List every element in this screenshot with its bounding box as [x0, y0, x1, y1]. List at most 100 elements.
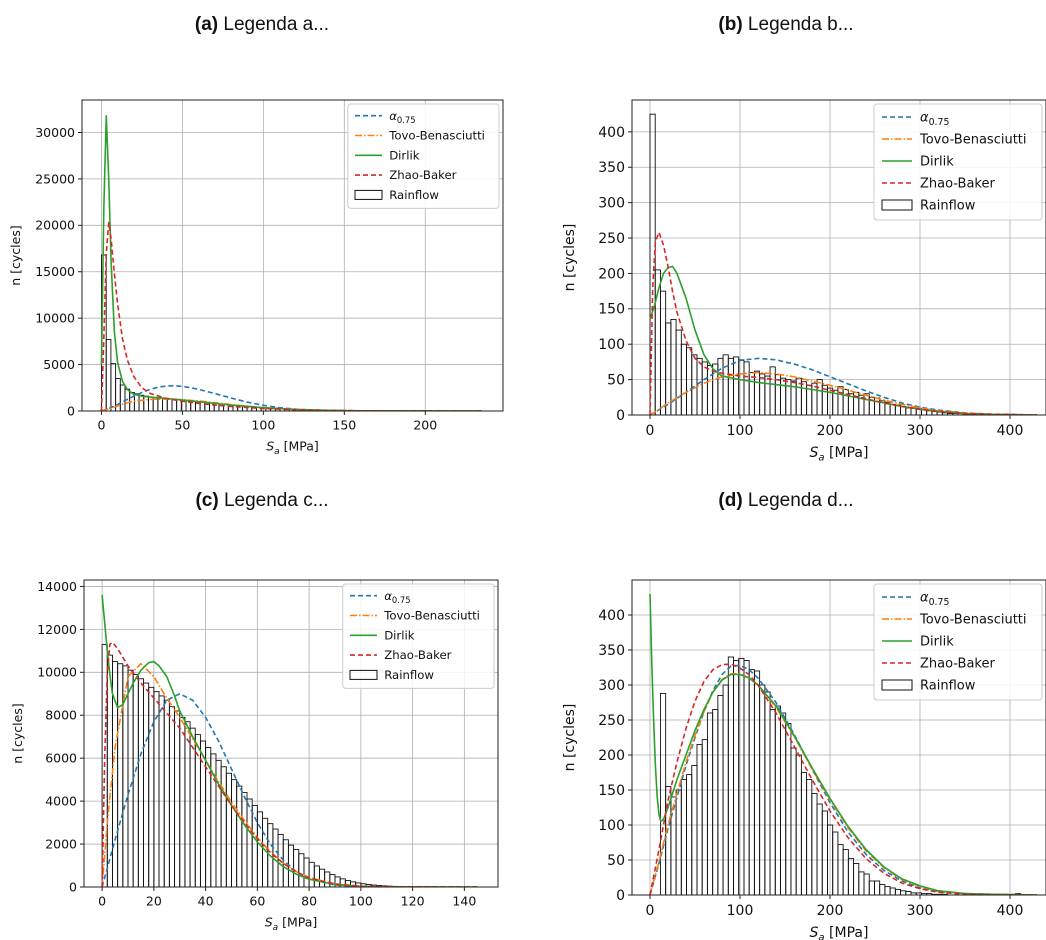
x-tick-label: 0	[646, 423, 655, 439]
legend-box	[342, 583, 495, 689]
series-line	[649, 357, 1038, 415]
histogram-bar	[837, 386, 844, 415]
histogram-bar	[153, 691, 160, 887]
y-tick-label: 10000	[35, 311, 75, 326]
histogram-bar	[722, 354, 729, 415]
histogram-bar	[225, 772, 232, 887]
legend-label: Tovo-Benasciutti	[383, 609, 480, 623]
histogram-bar	[816, 379, 823, 415]
histogram-bar	[717, 357, 724, 415]
histogram-bar	[738, 359, 745, 415]
histogram-bar	[884, 886, 891, 895]
histogram-bar	[774, 705, 781, 895]
histogram-bar	[764, 691, 771, 895]
x-tick-label: 50	[174, 418, 190, 433]
x-tick-label: 80	[301, 894, 317, 909]
y-tick-label: 150	[598, 302, 625, 318]
y-tick-label: 400	[598, 608, 625, 624]
x-tick-label: 40	[198, 894, 214, 909]
y-axis-label: n [cycles]	[8, 225, 23, 285]
chart-b: 0 100 200 300 400 0 50 100 150 200 250 300 350 400 Sa …	[562, 99, 1046, 464]
legend-label: Dirlik	[920, 635, 954, 650]
y-tick-label: 14000	[37, 579, 77, 594]
histogram-bar	[691, 354, 698, 415]
histogram-bar	[696, 744, 703, 895]
y-tick-label: 350	[598, 160, 625, 176]
histogram-bar	[293, 848, 300, 887]
y-tick-label: 0	[69, 879, 77, 894]
histogram-bar	[241, 792, 248, 887]
legend-box	[347, 103, 500, 209]
histogram-bar	[298, 853, 305, 887]
x-tick-label: 0	[98, 894, 106, 909]
histogram-bar	[889, 403, 896, 415]
caption-text: Legenda b...	[742, 14, 854, 35]
x-tick-label: 400	[997, 423, 1024, 439]
y-tick-label: 350	[598, 643, 625, 659]
y-tick-label: 300	[598, 678, 625, 694]
histogram-bar	[110, 363, 117, 411]
histogram-bar	[117, 663, 124, 887]
x-tick-label: 200	[817, 423, 844, 439]
caption-c: (c) Legenda c...	[2, 490, 522, 512]
legend: α0.75 Tovo-Benasciutti Dirlik Zhao-Baker Rai…	[342, 583, 495, 689]
histogram-bar	[811, 793, 818, 895]
axes-frame	[631, 579, 1046, 896]
histogram-bar	[727, 357, 734, 415]
histogram-bar	[184, 721, 191, 887]
histogram-bar	[174, 710, 181, 887]
caption-tag: (d)	[718, 490, 743, 511]
histogram-bar	[780, 377, 787, 415]
series-line	[649, 593, 1038, 895]
histogram-bar	[780, 712, 787, 895]
histogram-bar	[894, 888, 902, 895]
histogram-bar	[680, 779, 687, 895]
histogram-bar	[811, 382, 818, 415]
histogram-bar	[313, 865, 320, 887]
histogram-bar	[706, 712, 714, 895]
histogram-bar	[166, 398, 173, 411]
y-tick-label: 6000	[45, 751, 77, 766]
caption-text: Legenda d...	[742, 490, 854, 511]
histogram-bar	[659, 692, 667, 895]
histogram-bar	[863, 873, 870, 895]
x-tick-label: 100	[727, 903, 754, 919]
y-tick-label: 5000	[43, 357, 75, 372]
histogram-bar	[659, 290, 667, 415]
legend: α0.75 Tovo-Benasciutti Dirlik Zhao-Baker Rai…	[873, 103, 1043, 221]
histogram-bar	[785, 379, 792, 415]
histogram-bar	[863, 393, 870, 415]
histogram-bar	[764, 375, 771, 415]
histogram-bar	[308, 861, 315, 887]
y-tick-label: 300	[598, 196, 625, 212]
y-tick-label: 12000	[37, 622, 77, 637]
histogram-bar	[733, 356, 740, 415]
histogram-bar	[686, 774, 693, 895]
y-tick-label: 15000	[35, 264, 75, 279]
histogram-bar	[816, 803, 823, 895]
legend-box	[873, 103, 1043, 221]
legend-label: α0.75	[389, 109, 415, 125]
x-tick-label: 100	[251, 418, 275, 433]
histogram-bar	[858, 871, 865, 895]
x-tick-label: 120	[401, 894, 425, 909]
histogram-bar	[171, 398, 178, 411]
y-tick-label: 50	[607, 853, 625, 869]
histogram-bar	[717, 695, 724, 895]
histogram-bar	[769, 709, 776, 895]
y-axis-label: n [cycles]	[562, 224, 578, 292]
histogram-bar	[132, 674, 139, 887]
axes-frame	[631, 99, 1046, 416]
histogram-bar	[231, 779, 238, 887]
legend-label: Rainflow	[920, 679, 976, 694]
histogram-bar	[163, 699, 170, 887]
legend-label: Zhao-Baker	[920, 657, 995, 672]
legend-label: α0.75	[920, 111, 949, 129]
histogram-bar	[821, 810, 828, 895]
legend-label: α0.75	[384, 589, 410, 605]
histogram-bar	[853, 863, 860, 895]
caption-text: Legenda c...	[218, 490, 329, 511]
x-tick-label: 200	[817, 903, 844, 919]
y-tick-label: 8000	[45, 708, 77, 723]
legend: α0.75 Tovo-Benasciutti Dirlik Zhao-Baker Rai…	[873, 583, 1043, 701]
